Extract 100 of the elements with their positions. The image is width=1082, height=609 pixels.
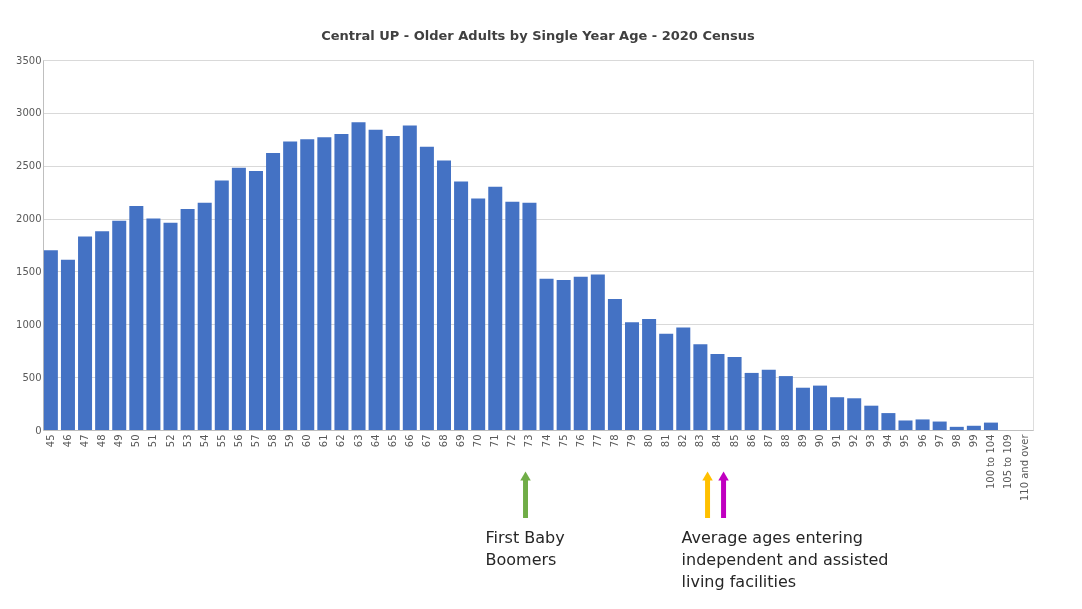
bar — [539, 278, 554, 430]
x-tick-label: 51 — [147, 434, 159, 448]
bar — [898, 420, 913, 430]
x-tick-label: 75 — [557, 434, 569, 448]
bar — [488, 186, 503, 430]
bar — [881, 413, 896, 430]
bar — [676, 327, 691, 430]
bar — [60, 259, 75, 430]
bar — [847, 398, 862, 430]
bar — [419, 146, 434, 430]
x-tick-label: 48 — [96, 434, 108, 448]
bar — [43, 250, 58, 430]
bar — [761, 369, 776, 430]
x-tick-label: 83 — [694, 434, 706, 448]
x-tick-label: 74 — [540, 434, 552, 448]
x-tick-label: 53 — [181, 434, 193, 448]
bar — [283, 141, 298, 430]
bar — [727, 357, 742, 430]
bar — [385, 136, 400, 430]
bar — [402, 125, 417, 430]
bar — [813, 385, 828, 430]
x-tick-label: 66 — [403, 434, 415, 448]
x-tick-label: 81 — [660, 434, 672, 448]
x-tick-label: 84 — [711, 434, 723, 448]
x-tick-label: 79 — [626, 434, 638, 448]
x-tick-label: 86 — [745, 434, 757, 448]
x-tick-label: 57 — [249, 434, 261, 448]
bar — [300, 139, 315, 430]
x-tick-label: 87 — [762, 434, 774, 448]
x-tick-label: 97 — [933, 434, 945, 448]
y-tick-label: 1500 — [16, 265, 42, 277]
x-tick-label: 98 — [950, 434, 962, 448]
text: Average ages entering independent and assisted living facilities — [681, 528, 889, 591]
bar — [778, 376, 793, 430]
y-tick-label: 0 — [35, 424, 42, 436]
bar — [112, 220, 127, 430]
x-tick-label: 60 — [301, 434, 313, 448]
bar — [163, 222, 178, 430]
x-tick-label: 82 — [677, 434, 689, 448]
bar — [78, 236, 93, 430]
bar — [471, 198, 486, 430]
x-tick-label: 91 — [831, 434, 843, 448]
x-tick-label: 62 — [335, 434, 347, 448]
bar — [659, 333, 674, 430]
bar — [214, 180, 229, 430]
chart-title: Central UP - Older Adults by Single Year Age - 2020 Census — [321, 28, 756, 43]
bar — [744, 372, 759, 430]
x-tick-label: 56 — [232, 434, 244, 448]
x-tick-label: 92 — [848, 434, 860, 448]
x-tick-label: 49 — [113, 434, 125, 448]
x-tick-label: 95 — [899, 434, 911, 448]
bar — [590, 274, 605, 430]
bar — [351, 122, 366, 430]
x-tick-label: 99 — [967, 434, 979, 448]
x-tick-label: 78 — [608, 434, 620, 448]
bar — [830, 397, 845, 430]
y-tick-label: 1000 — [16, 318, 42, 330]
x-tick-label: 85 — [728, 434, 740, 448]
bar — [932, 421, 947, 430]
x-tick-label: 69 — [455, 434, 467, 448]
x-tick-label: 65 — [386, 434, 398, 448]
x-tick-label: 100 to 104 — [984, 434, 996, 490]
bar — [556, 279, 571, 430]
bar — [180, 209, 195, 430]
x-tick-label: 64 — [369, 434, 381, 448]
bar — [146, 218, 161, 430]
bar — [795, 387, 810, 430]
bar — [129, 205, 144, 430]
bar — [368, 129, 383, 430]
bar — [454, 181, 469, 430]
x-tick-label: 70 — [472, 434, 484, 448]
x-tick-label: 110 and over — [1019, 433, 1031, 502]
y-tick-label: 3000 — [16, 107, 42, 119]
x-tick-label: 55 — [215, 434, 227, 448]
bar — [231, 167, 246, 430]
bar — [573, 276, 588, 430]
bar — [710, 353, 725, 430]
x-tick-label: 47 — [79, 434, 91, 448]
x-tick-label: 90 — [814, 434, 826, 448]
bar — [949, 426, 964, 430]
x-tick-label: 88 — [779, 434, 791, 448]
y-tick-label: 2500 — [16, 160, 42, 172]
x-tick-label: 61 — [318, 434, 330, 448]
y-tick-label: 500 — [22, 371, 42, 383]
x-tick-label: 54 — [198, 434, 210, 448]
x-tick-label: 93 — [865, 434, 877, 448]
x-tick-label: 52 — [164, 434, 176, 448]
bar — [983, 422, 998, 430]
bar — [317, 137, 332, 430]
bar — [864, 405, 879, 430]
x-tick-label: 72 — [506, 434, 518, 448]
x-tick-label: 46 — [61, 434, 73, 448]
x-tick-label: 67 — [420, 434, 432, 448]
x-tick-label: 105 to 109 — [1002, 434, 1014, 490]
bar — [522, 202, 537, 430]
x-tick-label: 96 — [916, 434, 928, 448]
x-tick-label: 50 — [130, 434, 142, 448]
bar — [266, 153, 281, 430]
y-tick-label: 3500 — [16, 54, 42, 66]
bar — [95, 231, 110, 430]
